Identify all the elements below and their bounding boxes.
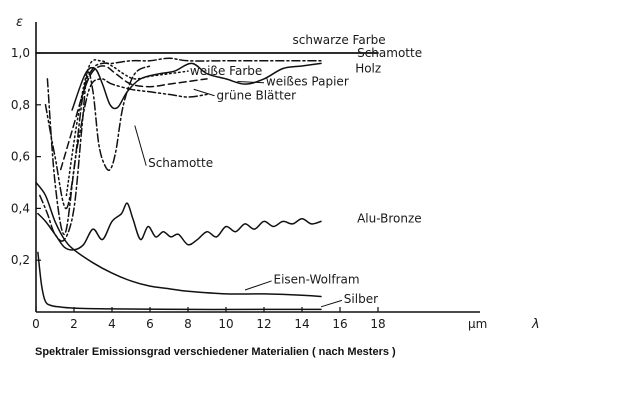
- x-tick-label: 0: [32, 317, 40, 331]
- series-layer: [35, 52, 379, 311]
- annotation-leader-line: [193, 88, 215, 97]
- series-line-7-alu-bronze: [37, 202, 322, 251]
- series-line-3-weisse-farbe: [65, 59, 189, 197]
- series-line-8-eisen-wolfram: [35, 181, 322, 298]
- series-line-9-silber: [37, 251, 322, 311]
- series-line-2-holz: [46, 57, 322, 236]
- annotation-label-weisses-papier: weißes Papier: [266, 74, 349, 88]
- axes: 0 2 4 6 8 10 12 14 16 18 0,2 0,4 0,6 0,8 1,0 ε µm λ: [11, 15, 540, 332]
- x-tick-label: 8: [184, 317, 192, 331]
- annotation-label-eisen-wolfram: Eisen-Wolfram: [274, 273, 360, 287]
- x-tick-label: 14: [294, 317, 309, 331]
- annotation-label-weisse-farbe: weiße Farbe: [190, 64, 262, 78]
- x-tick-label: 4: [108, 317, 116, 331]
- x-tick-label: 10: [218, 317, 233, 331]
- y-axis-label: ε: [16, 15, 23, 30]
- annotation-leader-line: [244, 280, 272, 291]
- x-tick-label: 12: [256, 317, 271, 331]
- y-tick-label: 1,0: [11, 46, 30, 60]
- annotation-label-alu-bronze: Alu-Bronze: [357, 212, 422, 226]
- series-line-5-gruene-blaetter: [44, 78, 208, 210]
- figure-caption: Spektraler Emissionsgrad verschiedener M…: [35, 346, 396, 358]
- chart-svg: 0 2 4 6 8 10 12 14 16 18 0,2 0,4 0,6 0,8 1,0 ε µm λ schwa…: [11, 15, 540, 332]
- annotation-leader-line: [134, 125, 147, 166]
- annotation-leader-line: [320, 299, 343, 308]
- x-unit-label: µm: [468, 317, 487, 331]
- annotation-label-silber: Silber: [344, 292, 378, 306]
- annotation-label-holz: Holz: [355, 61, 381, 75]
- series-line-4-weisses-papier: [59, 65, 208, 171]
- y-tick-label: 0,4: [11, 201, 30, 215]
- annotation-label-schamotte: Schamotte: [357, 46, 422, 60]
- annotation-label-gruene-blaetter: grüne Blätter: [217, 89, 297, 103]
- y-tick-label: 0,6: [11, 150, 30, 164]
- annotation-leader-line: [237, 80, 265, 84]
- x-axis-label: λ: [531, 317, 540, 332]
- x-tick-label: 2: [70, 317, 78, 331]
- series-line-6-schamotte: [39, 65, 151, 242]
- annotation-label-schamotte: Schamotte: [148, 156, 213, 170]
- annotation-label-schwarze-farbe: schwarze Farbe: [293, 33, 386, 47]
- y-tick-label: 0,2: [11, 253, 30, 267]
- y-tick-label: 0,8: [11, 98, 30, 112]
- x-tick-label: 16: [332, 317, 347, 331]
- x-tick-label: 18: [370, 317, 385, 331]
- x-tick-label: 6: [146, 317, 154, 331]
- series-line-1-schamotte: [71, 62, 322, 111]
